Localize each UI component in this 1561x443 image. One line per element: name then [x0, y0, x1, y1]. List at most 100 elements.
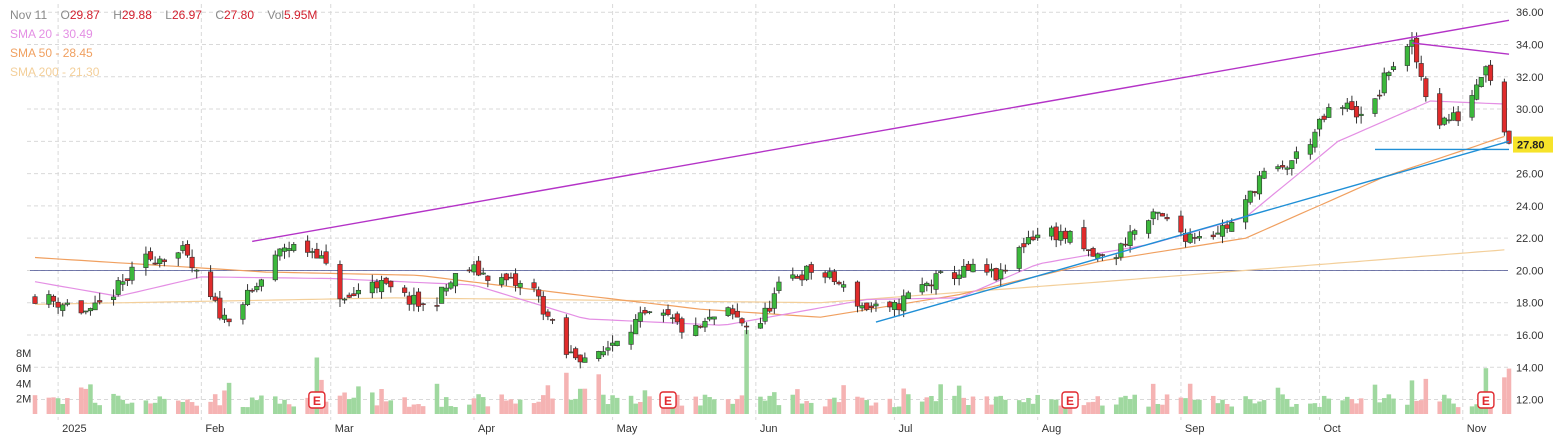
candle-body: [46, 294, 52, 305]
earnings-label: E: [313, 394, 321, 408]
candle-body: [1326, 107, 1332, 118]
candle-body: [378, 280, 385, 293]
candle-body: [124, 278, 130, 281]
volume-bar: [309, 403, 315, 414]
candle-body: [697, 325, 703, 328]
price-tick-label: 24.00: [1516, 201, 1544, 213]
candle-body: [725, 307, 731, 316]
candle-body: [1016, 247, 1022, 269]
candle-body: [1353, 106, 1360, 118]
candle-body: [1118, 243, 1124, 258]
volume-bar: [217, 405, 223, 414]
volume-bar: [573, 398, 578, 414]
close-value: 27.80: [223, 8, 255, 22]
volume-bar: [564, 372, 569, 414]
date-tick-label: Jun: [760, 423, 778, 435]
candle-body: [240, 304, 246, 320]
candle-body: [420, 303, 426, 306]
earnings-marker[interactable]: E: [1061, 391, 1079, 409]
volume-bar: [693, 396, 699, 414]
volume-bar: [194, 405, 199, 414]
candle-body: [776, 281, 782, 291]
candlesticks[interactable]: [32, 32, 1512, 369]
volume-bars: [32, 330, 1512, 414]
high-value: 29.88: [121, 8, 152, 22]
volume-bar: [1326, 398, 1332, 414]
volume-bar: [1418, 400, 1424, 414]
volume-bar: [1192, 399, 1198, 414]
price-tick-label: 14.00: [1516, 362, 1544, 374]
volume-bar: [1127, 399, 1133, 414]
candle-body: [286, 248, 292, 251]
candle-body: [258, 279, 264, 287]
candle-body: [32, 296, 38, 304]
price-axis: 12.00 14.00 16.00 18.00 20.00 22.00 24.00 26.00…: [1516, 7, 1544, 406]
sma200-legend[interactable]: SMA 200 - 21.30: [10, 65, 100, 79]
volume-bar: [601, 394, 606, 414]
candle-body: [305, 240, 311, 253]
candle-body: [836, 281, 842, 285]
volume-bar: [859, 397, 865, 414]
candle-body: [161, 259, 167, 262]
volume-bar: [1275, 387, 1281, 414]
volume-bar: [143, 400, 149, 414]
earnings-marker[interactable]: E: [659, 391, 677, 409]
candle-body: [309, 251, 315, 253]
candle-body: [1474, 84, 1480, 100]
volume-bar: [1211, 395, 1216, 414]
earnings-marker[interactable]: E: [308, 391, 326, 409]
volume-bar: [855, 396, 860, 414]
candle-body: [905, 292, 911, 299]
volume-bar: [480, 397, 486, 414]
volume-bar: [125, 403, 130, 414]
candle-body: [568, 351, 574, 354]
candle-body: [1113, 257, 1119, 259]
candle-body: [147, 251, 154, 260]
candle-body: [517, 283, 523, 288]
candle-body: [115, 280, 121, 295]
volume-bar: [1215, 403, 1221, 414]
volume-bar: [434, 383, 440, 414]
candle-body: [1210, 234, 1216, 238]
volume-bar: [1502, 377, 1507, 414]
volume-bar: [531, 403, 537, 414]
candle-body: [1247, 190, 1253, 203]
volume-bar: [443, 397, 449, 414]
low-value: 26.97: [171, 8, 202, 22]
candle-body: [665, 309, 671, 315]
volume-bar: [180, 401, 186, 414]
volume-bar: [929, 395, 934, 414]
volume-bar: [841, 385, 846, 414]
volume-bar: [323, 401, 329, 414]
candle-body: [272, 254, 278, 281]
volume-bar: [873, 402, 879, 414]
sma20-legend[interactable]: SMA 20 - 30.49: [10, 27, 93, 41]
volume-bar: [1155, 404, 1161, 414]
candle-body: [1386, 72, 1392, 77]
trendlines[interactable]: [252, 19, 1510, 323]
volume-bar: [795, 389, 800, 414]
earnings-label: E: [664, 394, 672, 408]
volume-bar: [938, 384, 943, 414]
candle-body: [1349, 101, 1355, 110]
volume-bar: [291, 406, 297, 414]
candle-body: [998, 269, 1004, 280]
candle-body: [1021, 243, 1027, 248]
volume-bar: [1455, 407, 1461, 414]
candle-body: [281, 247, 288, 252]
candle-body: [1289, 160, 1295, 169]
candle-body: [1164, 217, 1170, 220]
volume-bar: [92, 402, 98, 414]
candle-body: [808, 264, 814, 273]
volume-bar: [120, 399, 126, 414]
candle-body: [1048, 227, 1055, 237]
candle-body: [212, 296, 218, 301]
volume-bar: [212, 394, 218, 414]
candle-body: [896, 303, 902, 311]
earnings-marker[interactable]: E: [1477, 391, 1495, 409]
candle-body: [891, 302, 898, 310]
sma50-legend[interactable]: SMA 50 - 28.45: [10, 46, 93, 60]
candle-body: [78, 300, 84, 314]
